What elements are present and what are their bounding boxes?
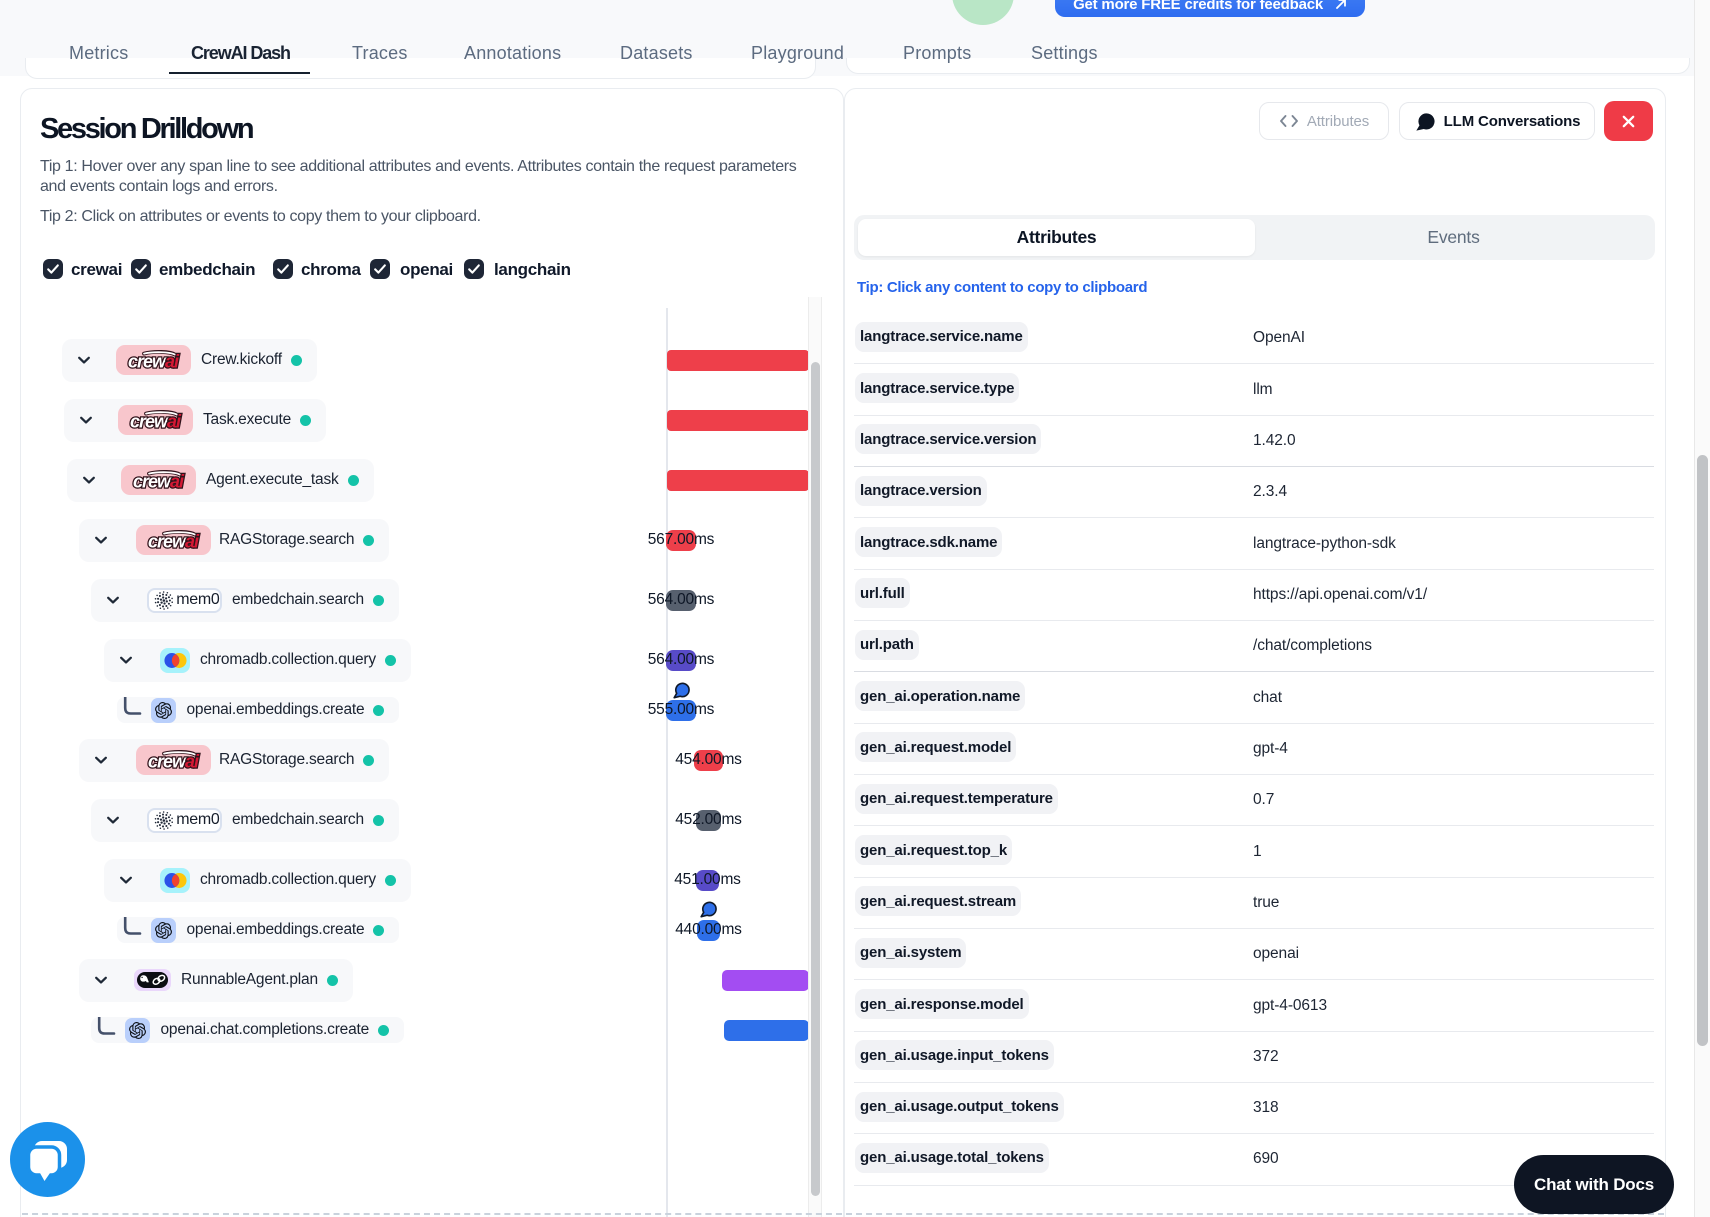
- svg-text:crewai: crewai: [130, 412, 182, 432]
- svg-text:crewai: crewai: [148, 532, 200, 552]
- svg-text:crewai: crewai: [148, 752, 200, 772]
- svg-text:crewai: crewai: [133, 472, 185, 492]
- svg-text:crewai: crewai: [128, 352, 180, 372]
